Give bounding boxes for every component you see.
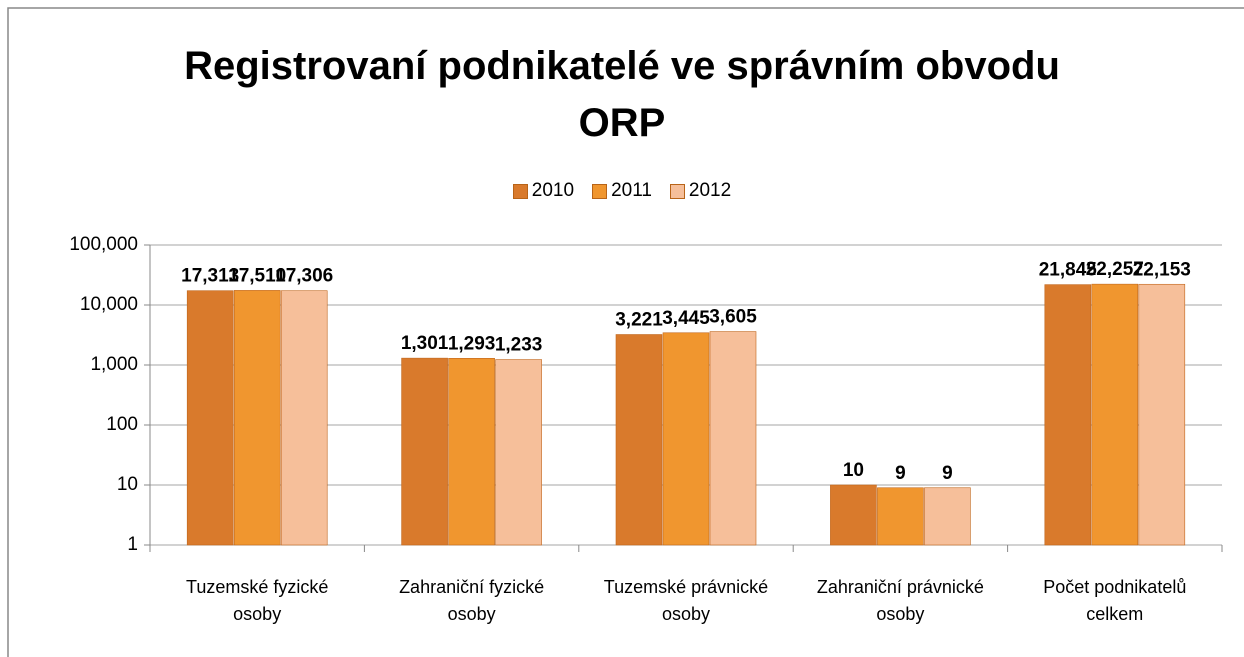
bar xyxy=(401,357,448,546)
value-label: 21,845 xyxy=(1039,260,1098,281)
value-label: 17,313 xyxy=(181,266,239,287)
legend-swatch xyxy=(512,183,528,199)
value-label: 3,605 xyxy=(709,307,757,328)
y-tick-label: 1,000 xyxy=(90,354,138,375)
bar xyxy=(662,332,710,546)
value-label: 9 xyxy=(942,463,953,484)
bar xyxy=(495,359,542,546)
value-label: 3,445 xyxy=(662,308,710,329)
bar xyxy=(1044,284,1092,546)
legend-label: 2011 xyxy=(611,180,652,201)
value-label: 22,257 xyxy=(1086,259,1144,280)
bar xyxy=(1138,283,1186,546)
bar xyxy=(280,290,328,546)
chart-title: Registrovaní podnikatelé ve správním obv… xyxy=(184,44,1060,145)
x-tick-label: Počet podnikatelů celkem xyxy=(1043,577,1187,624)
y-tick-label: 1 xyxy=(127,534,138,555)
value-label: 10 xyxy=(843,460,864,481)
legend-item: 2010 xyxy=(512,180,575,202)
bar xyxy=(709,331,757,546)
legend-item: 2011 xyxy=(592,180,652,202)
legend-swatch xyxy=(592,183,608,199)
y-tick-label: 100,000 xyxy=(69,234,138,255)
legend-item: 2012 xyxy=(669,180,732,202)
value-label: 9 xyxy=(895,463,906,484)
x-tick-label: Zahraniční fyzické osoby xyxy=(399,577,545,624)
legend: 2010 2011 2012 xyxy=(0,180,1244,202)
bar xyxy=(877,487,924,546)
bar xyxy=(1091,283,1139,546)
bar xyxy=(615,334,663,546)
value-label: 1,233 xyxy=(495,335,543,356)
chart-frame xyxy=(7,7,1244,657)
x-tick-label: Tuzemské právnické osoby xyxy=(603,577,769,624)
value-label: 22,153 xyxy=(1133,259,1191,280)
y-tick-label: 10 xyxy=(117,474,138,495)
value-label: 1,293 xyxy=(448,333,496,354)
legend-swatch xyxy=(669,183,685,199)
value-label: 17,510 xyxy=(228,265,286,286)
legend-label: 2012 xyxy=(688,180,732,201)
y-tick-label: 100 xyxy=(106,414,138,435)
value-label: 3,221 xyxy=(615,310,663,331)
bar xyxy=(830,484,877,546)
legend-label: 2010 xyxy=(531,180,575,201)
y-tick-label: 10,000 xyxy=(80,294,138,315)
bar xyxy=(924,487,971,546)
value-label: 17,306 xyxy=(275,266,333,287)
bar xyxy=(448,358,495,546)
value-label: 1,301 xyxy=(401,333,449,354)
x-tick-label: Tuzemské fyzické osoby xyxy=(186,577,329,624)
bar xyxy=(186,290,234,546)
x-tick-label: Zahraniční právnické osoby xyxy=(816,577,984,624)
bar xyxy=(233,290,281,546)
